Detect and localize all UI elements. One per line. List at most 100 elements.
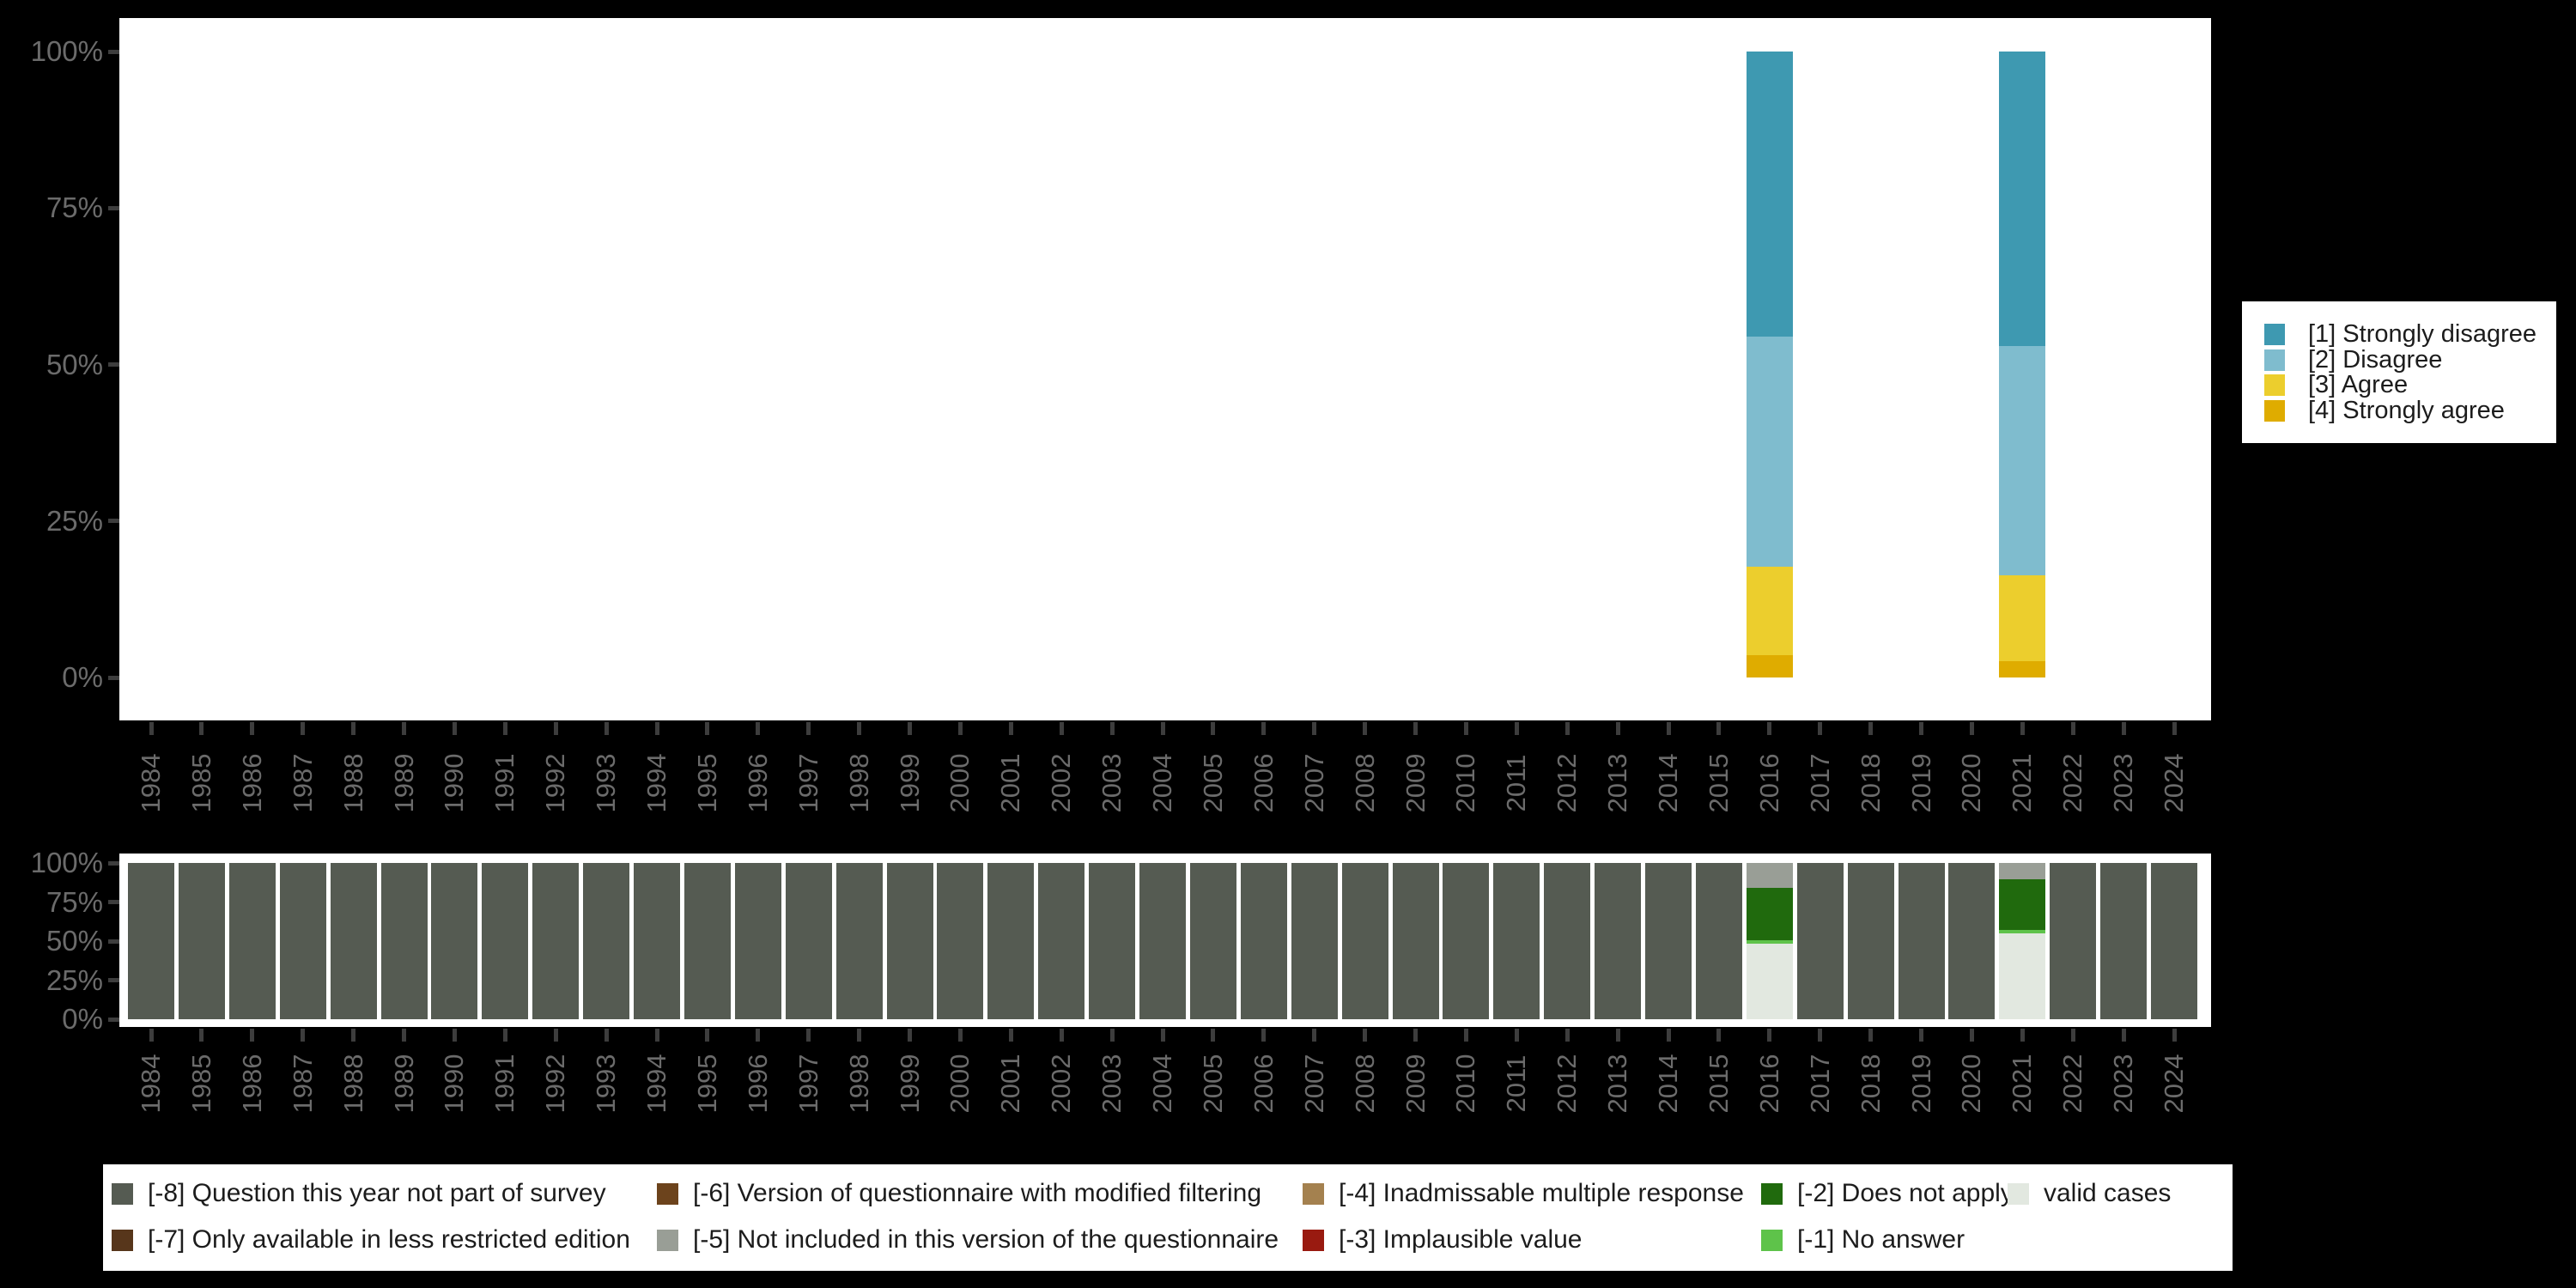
- x-axis-tick: [1767, 722, 1772, 735]
- x-axis-year-label: 2023: [2108, 753, 2139, 813]
- x-axis-tick: [1261, 722, 1267, 735]
- bar-segment-8-question-this-year-not-part-of-survey: [1898, 863, 1945, 1019]
- bar-segment-4-strongly-agree: [1746, 655, 1793, 677]
- bar-segment-8-question-this-year-not-part-of-survey: [2050, 863, 2097, 1019]
- x-axis-tick: [452, 722, 457, 735]
- bar-1987: [279, 863, 326, 1019]
- bar-2019: [1898, 863, 1945, 1019]
- x-axis-tick: [553, 1029, 558, 1042]
- x-axis-year-label: 2001: [995, 1054, 1026, 1114]
- x-axis-year-label: 1991: [489, 1054, 520, 1114]
- x-axis-year-label: 2014: [1653, 1054, 1683, 1114]
- bar-1986: [228, 863, 276, 1019]
- x-axis-tick: [1059, 722, 1064, 735]
- y-axis-tick: [108, 205, 119, 210]
- x-axis-tick: [1008, 722, 1013, 735]
- x-axis-year-label: 2000: [945, 753, 975, 813]
- bar-2022: [2050, 863, 2097, 1019]
- bar-segment-valid-cases: [1746, 943, 1793, 1019]
- legend-swatch-4-strongly-agree: [2264, 400, 2285, 422]
- x-axis-year-label: 2020: [1956, 1054, 1987, 1114]
- x-axis-tick: [1312, 722, 1317, 735]
- x-axis-tick: [604, 722, 609, 735]
- x-axis-year-label: 1999: [894, 753, 925, 813]
- bar-segment-8-question-this-year-not-part-of-survey: [583, 863, 630, 1019]
- legend-label: [2] Disagree: [2308, 345, 2443, 374]
- y-axis-label-25pct: 25%: [46, 504, 103, 537]
- x-axis-year-label: 1984: [136, 1054, 166, 1114]
- x-axis-year-label: 1989: [388, 1054, 419, 1114]
- x-axis-tick: [351, 722, 356, 735]
- bar-segment-8-question-this-year-not-part-of-survey: [1392, 863, 1439, 1019]
- bar-segment-8-question-this-year-not-part-of-survey: [1189, 863, 1236, 1019]
- x-axis-tick: [1008, 1029, 1013, 1042]
- x-axis-tick: [1160, 722, 1165, 735]
- x-axis-tick: [1969, 1029, 1974, 1042]
- x-axis-year-label: 2011: [1501, 1054, 1532, 1113]
- x-axis-year-label: 2003: [1097, 753, 1127, 813]
- x-axis-year-label: 1990: [439, 1054, 470, 1114]
- x-axis-year-label: 2023: [2108, 1054, 2139, 1114]
- y-axis-tick: [108, 49, 119, 54]
- y-axis-label-75pct: 75%: [46, 885, 103, 918]
- bar-segment-8-question-this-year-not-part-of-survey: [634, 863, 680, 1019]
- x-axis-year-label: 1987: [287, 753, 318, 813]
- missing-legend: [-8] Question this year not part of surv…: [103, 1164, 2233, 1271]
- bar-segment-8-question-this-year-not-part-of-survey: [1948, 863, 1996, 1019]
- bar-segment-8-question-this-year-not-part-of-survey: [2100, 863, 2148, 1019]
- bar-segment-8-question-this-year-not-part-of-survey: [1796, 863, 1844, 1019]
- bar-2016: [1746, 52, 1793, 677]
- y-axis-tick: [108, 675, 119, 680]
- x-axis-year-label: 2002: [1046, 1054, 1077, 1114]
- legend-label: [-1] No answer: [1797, 1225, 1965, 1254]
- legend-label: [-5] Not included in this version of the…: [693, 1225, 1279, 1254]
- y-axis-label-50pct: 50%: [46, 348, 103, 380]
- bar-2013: [1595, 863, 1642, 1019]
- bar-segment-8-question-this-year-not-part-of-survey: [532, 863, 580, 1019]
- x-axis-tick: [2070, 1029, 2075, 1042]
- x-axis-tick: [1059, 1029, 1064, 1042]
- x-axis-year-label: 2013: [1602, 1054, 1633, 1114]
- bar-2017: [1796, 863, 1844, 1019]
- x-axis-tick: [1666, 1029, 1671, 1042]
- x-axis-year-label: 1992: [540, 753, 571, 813]
- bar-segment-8-question-this-year-not-part-of-survey: [835, 863, 883, 1019]
- x-axis-year-label: 1992: [540, 1054, 571, 1114]
- y-axis-label-25pct: 25%: [46, 963, 103, 996]
- legend-swatch-7-only-available-in-less-restricted-edition: [112, 1230, 133, 1251]
- x-axis-year-label: 1998: [843, 753, 874, 813]
- x-axis-year-label: 1988: [337, 1054, 368, 1114]
- bar-2021: [1999, 863, 2046, 1019]
- x-axis-year-label: 1996: [742, 1054, 773, 1114]
- x-axis-year-label: 1987: [287, 1054, 318, 1114]
- bar-segment-8-question-this-year-not-part-of-survey: [734, 863, 781, 1019]
- x-axis-year-label: 2020: [1956, 753, 1987, 813]
- legend-label: [-7] Only available in less restricted e…: [148, 1225, 630, 1254]
- bar-segment-8-question-this-year-not-part-of-survey: [1645, 863, 1692, 1019]
- x-axis-year-label: 2006: [1248, 1054, 1279, 1114]
- x-axis-tick: [452, 1029, 457, 1042]
- x-axis-tick: [1969, 722, 1974, 735]
- x-axis-year-label: 2016: [1753, 753, 1784, 813]
- bar-segment-8-question-this-year-not-part-of-survey: [482, 863, 529, 1019]
- bar-segment-8-question-this-year-not-part-of-survey: [886, 863, 933, 1019]
- bar-segment-1-strongly-disagree: [1746, 52, 1793, 337]
- x-axis-tick: [806, 1029, 811, 1042]
- bar-segment-8-question-this-year-not-part-of-survey: [987, 863, 1035, 1019]
- x-axis-year-label: 1999: [894, 1054, 925, 1114]
- bar-1988: [330, 863, 377, 1019]
- x-axis-tick: [806, 722, 811, 735]
- x-axis-tick: [1514, 1029, 1519, 1042]
- x-axis-tick: [654, 1029, 659, 1042]
- x-axis-tick: [1211, 722, 1216, 735]
- legend-label: [3] Agree: [2308, 371, 2409, 399]
- x-axis-year-label: 2008: [1349, 1054, 1380, 1114]
- bar-segment-8-question-this-year-not-part-of-survey: [1493, 863, 1540, 1019]
- bar-2018: [1847, 863, 1894, 1019]
- x-axis-year-label: 2021: [2007, 1054, 2038, 1114]
- x-axis-tick: [1211, 1029, 1216, 1042]
- bar-2000: [937, 863, 984, 1019]
- y-axis-label-50pct: 50%: [46, 925, 103, 957]
- x-axis-year-label: 2010: [1450, 753, 1481, 813]
- x-axis-year-label: 1986: [236, 1054, 267, 1114]
